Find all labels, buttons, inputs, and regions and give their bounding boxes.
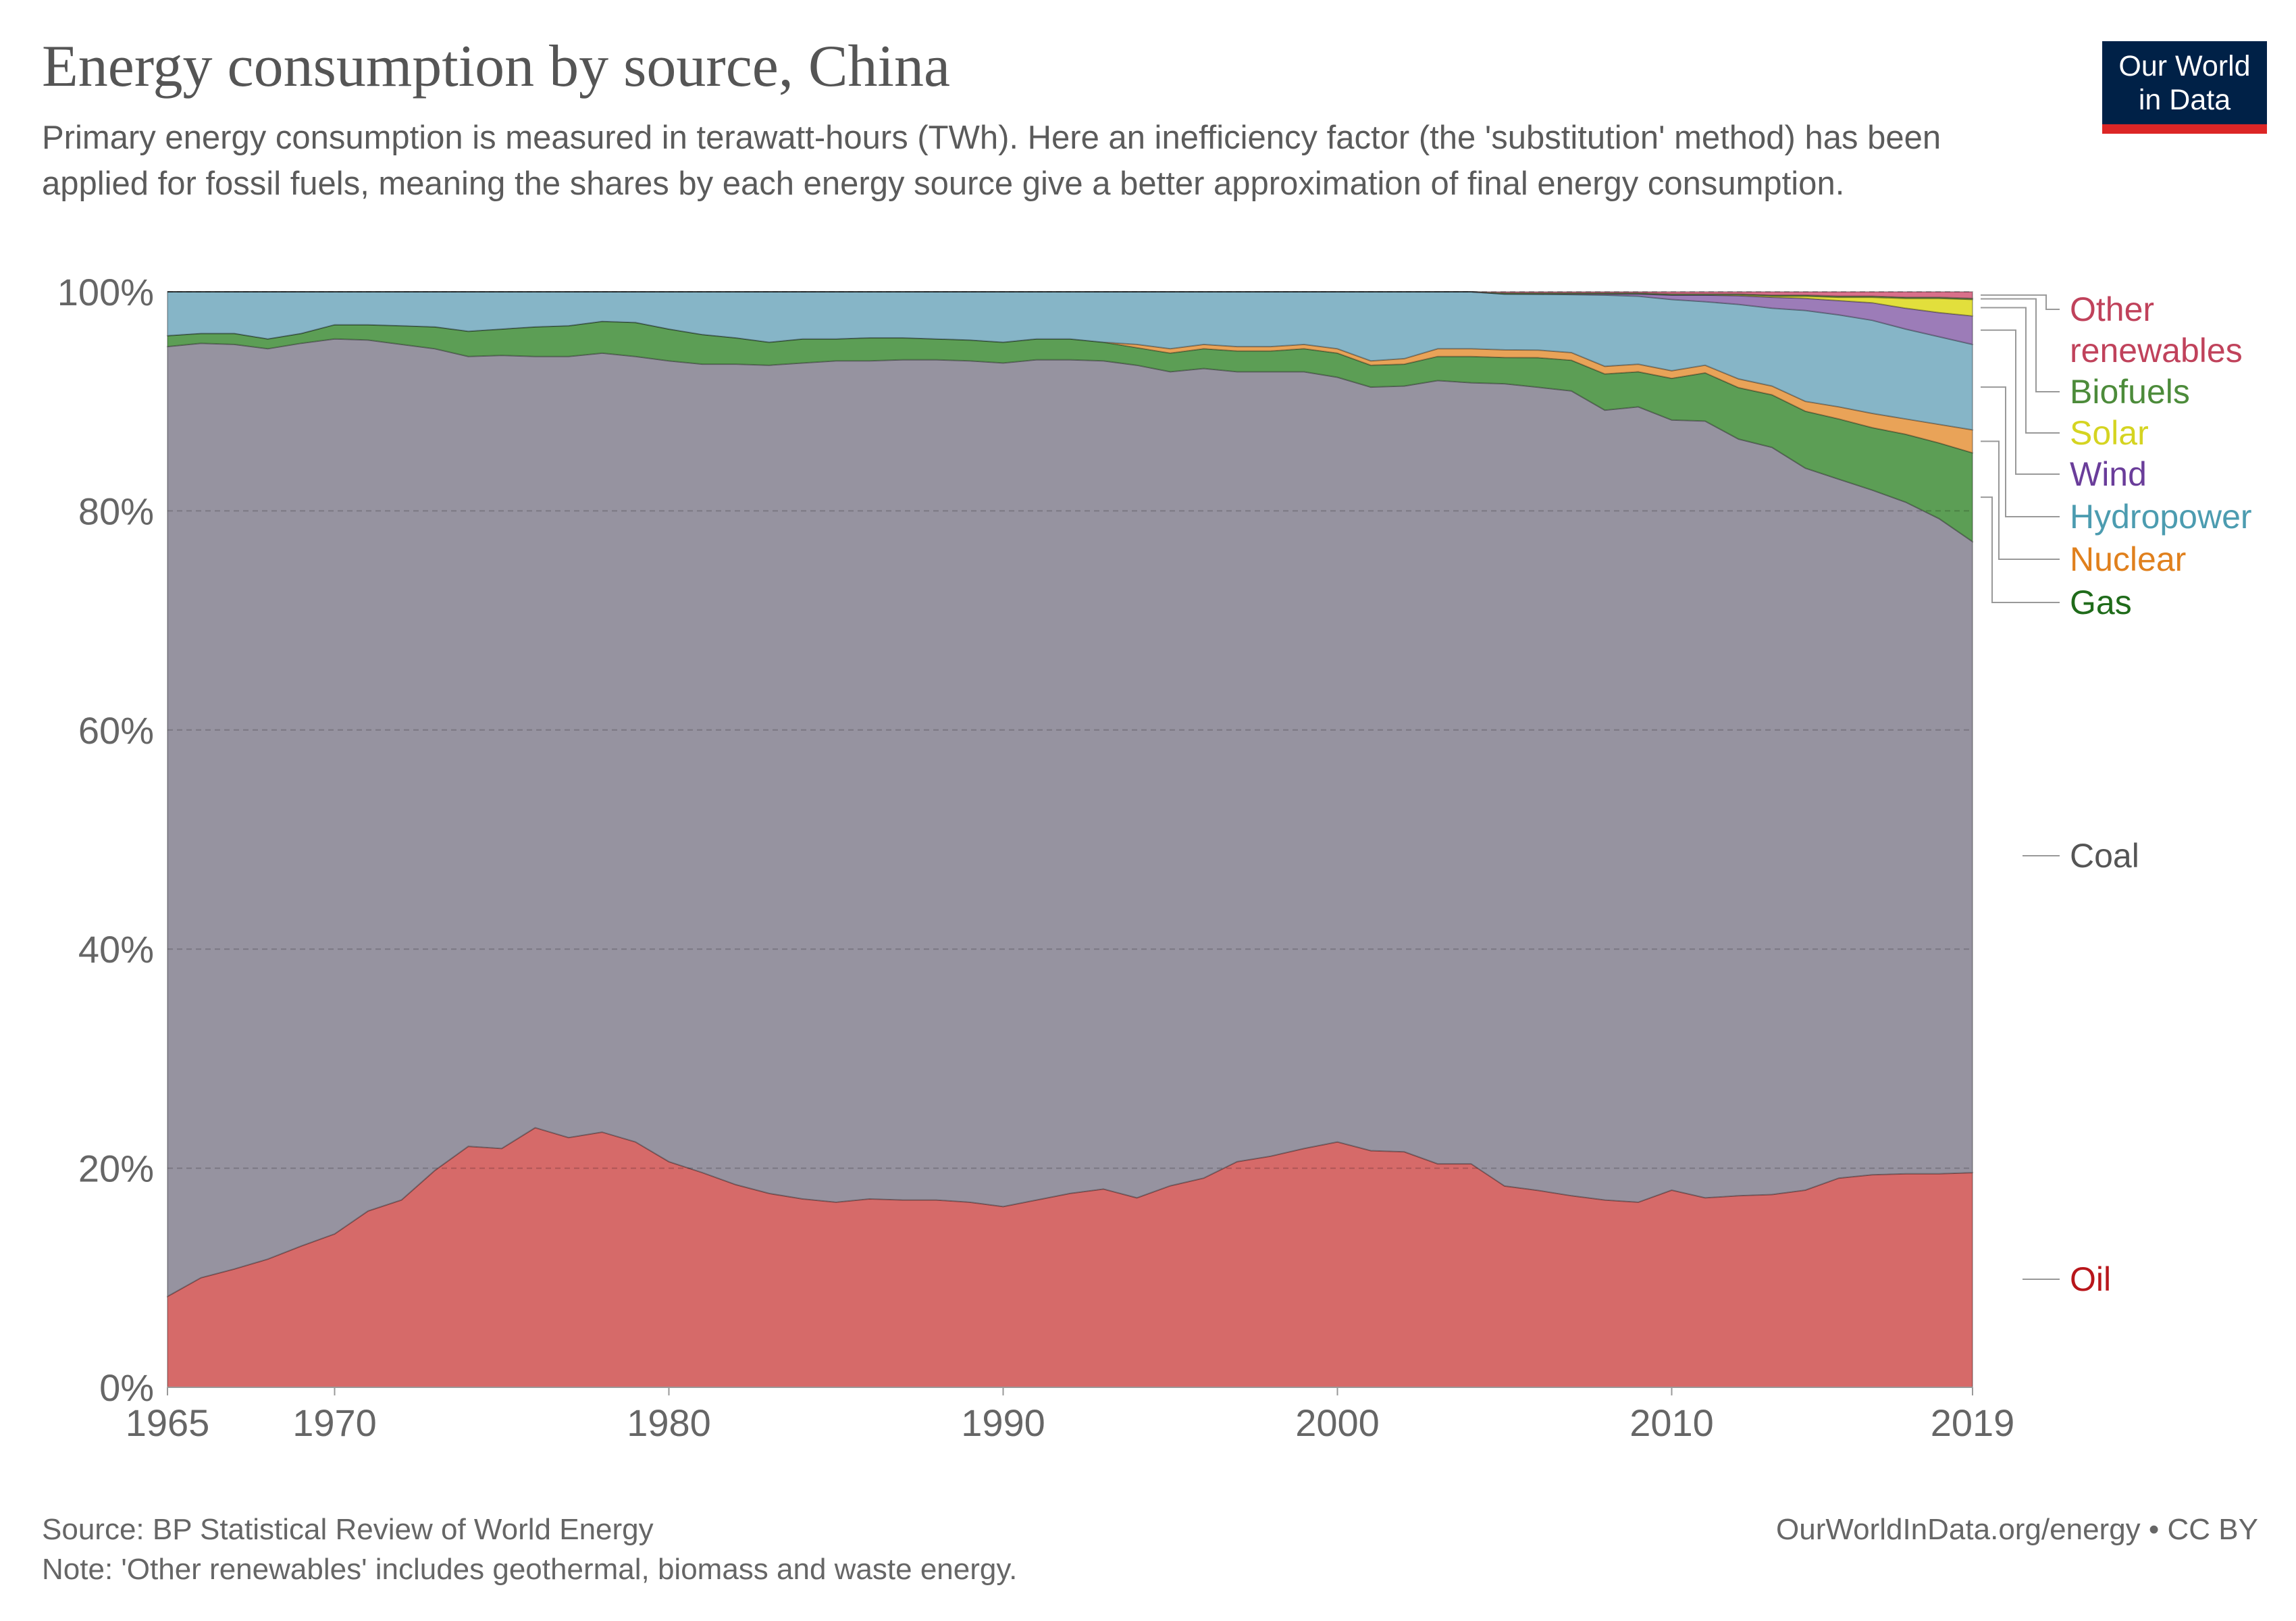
legend-label-other-renewables[interactable]: Other renewables: [2070, 290, 2243, 369]
y-tick-label: 80%: [78, 490, 154, 532]
legend-label-wind[interactable]: Wind: [2070, 455, 2147, 493]
area-wind[interactable]: [167, 291, 1973, 346]
legend-connector: [1981, 329, 2060, 475]
area-biofuels[interactable]: [167, 291, 1973, 301]
logo-bar: [2102, 124, 2267, 134]
credit-link[interactable]: OurWorldInData.org/energy • CC BY: [1776, 1513, 2258, 1546]
y-tick-label: 40%: [78, 928, 154, 971]
legend-connector: [1981, 496, 2060, 603]
legend-label-biofuels[interactable]: Biofuels: [2070, 373, 2190, 411]
x-tick-label: 2000: [1295, 1401, 1380, 1444]
area-coal[interactable]: [167, 338, 1973, 1298]
x-tick-label: 1980: [627, 1401, 711, 1444]
chart-title: Energy consumption by source, China: [42, 34, 951, 99]
x-tick-label: 1970: [292, 1401, 377, 1444]
legend: Oil Coal Gas Nuclear Hydropower WindSolarBiof…: [1981, 290, 2252, 1298]
y-tick-label: 20%: [78, 1148, 154, 1190]
y-tick-label: 0%: [99, 1366, 154, 1409]
legend-label-gas[interactable]: Gas: [2070, 584, 2132, 621]
legend-label-coal[interactable]: Coal: [2070, 837, 2139, 875]
area-solar[interactable]: [167, 291, 1973, 317]
gridlines: [167, 291, 1973, 1169]
x-tick-label: 1990: [961, 1401, 1045, 1444]
x-tick-label: 1965: [126, 1401, 210, 1444]
logo-line-2: in Data: [2138, 84, 2231, 116]
legend-connector: [1981, 298, 2060, 392]
legend-label-hydropower[interactable]: Hydropower: [2070, 498, 2252, 536]
owid-logo[interactable]: Our World in Data: [2102, 41, 2267, 134]
x-axis: 1965 1970 1980 1990 2000 2010 2019: [126, 1387, 2015, 1444]
chart-subtitle: Primary energy consumption is measured i…: [42, 120, 1941, 202]
y-tick-label: 100%: [57, 271, 154, 313]
x-tick-label: 2010: [1629, 1401, 1714, 1444]
y-tick-label: 60%: [78, 709, 154, 752]
note-text: Note: 'Other renewables' includes geothe…: [42, 1553, 1018, 1586]
legend-connector: [1981, 307, 2060, 434]
legend-label-solar[interactable]: Solar: [2070, 414, 2149, 452]
area-other-renewables[interactable]: [167, 291, 1973, 299]
source-text: Source: BP Statistical Review of World E…: [42, 1513, 654, 1546]
legend-label-nuclear[interactable]: Nuclear: [2070, 540, 2186, 578]
logo-line-1: Our World: [2118, 50, 2251, 82]
legend-connector: [1981, 294, 2060, 310]
y-axis: 0% 20% 40% 60% 80% 100%: [57, 271, 154, 1409]
areas: [167, 291, 1973, 1388]
legend-connector: [1981, 440, 2060, 560]
legend-connector: [1981, 386, 2060, 517]
legend-label-oil[interactable]: Oil: [2070, 1260, 2111, 1298]
area-hydropower[interactable]: [167, 291, 1973, 431]
x-tick-label: 2019: [1931, 1401, 2015, 1444]
